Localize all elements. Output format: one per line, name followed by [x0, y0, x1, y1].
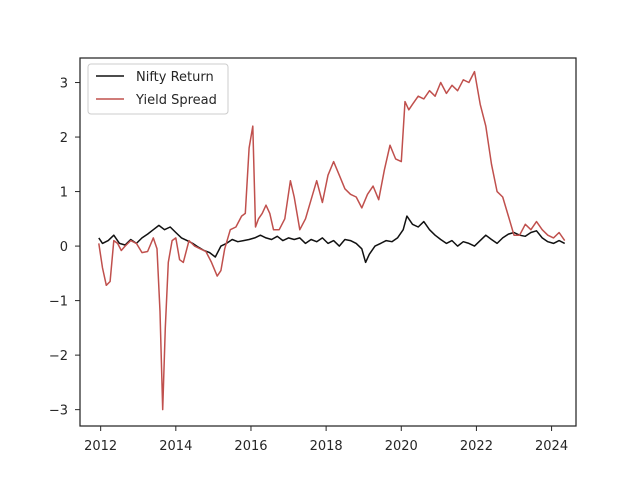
x-tick-label: 2024: [535, 439, 568, 454]
x-tick-label: 2012: [84, 439, 117, 454]
series-line-yield-spread: [98, 70, 566, 411]
y-tick-label: 1: [60, 186, 68, 201]
x-tick-label: 2014: [159, 439, 192, 454]
y-tick-label: −2: [49, 349, 68, 364]
x-tick-label: 2016: [234, 439, 267, 454]
axes-frame: [79, 57, 577, 427]
x-tick-label: 2020: [385, 439, 418, 454]
y-axis: 3 2 1 0 −1 −2 −3: [49, 77, 80, 419]
y-tick-label: 0: [60, 240, 68, 255]
legend-label-nifty-return: Nifty Return: [136, 70, 214, 85]
plot-lines: [98, 70, 566, 411]
x-tick-label: 2018: [310, 439, 343, 454]
x-tick-label: 2022: [460, 439, 493, 454]
y-tick-label: −1: [49, 295, 68, 310]
y-tick-label: 2: [60, 131, 68, 146]
legend: Nifty Return Yield Spread: [87, 63, 229, 115]
y-tick-label: −3: [49, 404, 68, 419]
series-line-nifty-return: [98, 215, 566, 264]
x-axis: 2012 2014 2016 2018 2020 2022 2024: [84, 426, 568, 454]
legend-label-yield-spread: Yield Spread: [135, 93, 217, 108]
y-tick-label: 3: [60, 77, 68, 92]
